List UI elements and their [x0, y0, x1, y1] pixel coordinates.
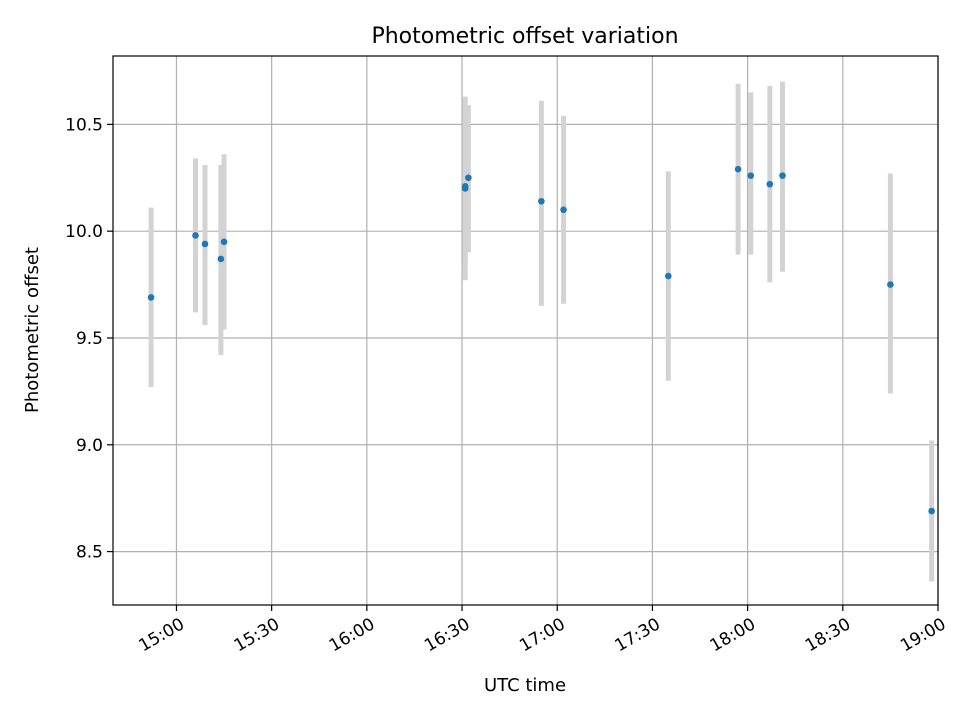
- plot-frame: [112, 55, 939, 606]
- data-point: [465, 174, 472, 182]
- data-point: [560, 206, 567, 214]
- data-point: [928, 507, 935, 515]
- data-point: [217, 255, 225, 263]
- data-point: [766, 180, 774, 188]
- data-points: [147, 165, 935, 515]
- data-point: [538, 197, 545, 205]
- x-axis-label: UTC time: [484, 675, 566, 696]
- chart-title: Photometric offset variation: [371, 24, 678, 49]
- y-axis-label: Photometric offset: [22, 247, 43, 413]
- y-tick-label: 10.0: [65, 222, 103, 242]
- data-point: [461, 183, 469, 190]
- data-point: [747, 172, 755, 179]
- data-point: [664, 272, 672, 280]
- plot-area: [113, 56, 938, 605]
- data-point: [220, 238, 228, 246]
- y-tick-label: 8.5: [76, 543, 103, 563]
- data-point: [734, 165, 742, 173]
- y-tick-label: 10.5: [65, 115, 103, 135]
- data-point: [192, 232, 199, 239]
- data-point: [147, 294, 155, 301]
- data-point: [887, 281, 894, 288]
- y-tick-label: 9.0: [76, 436, 103, 456]
- data-point: [779, 172, 786, 179]
- y-tick-label: 9.5: [76, 329, 103, 349]
- data-point: [201, 240, 209, 248]
- y-axis-ticks: 8.5 9.0 9.5 10.0 10.5: [65, 115, 113, 563]
